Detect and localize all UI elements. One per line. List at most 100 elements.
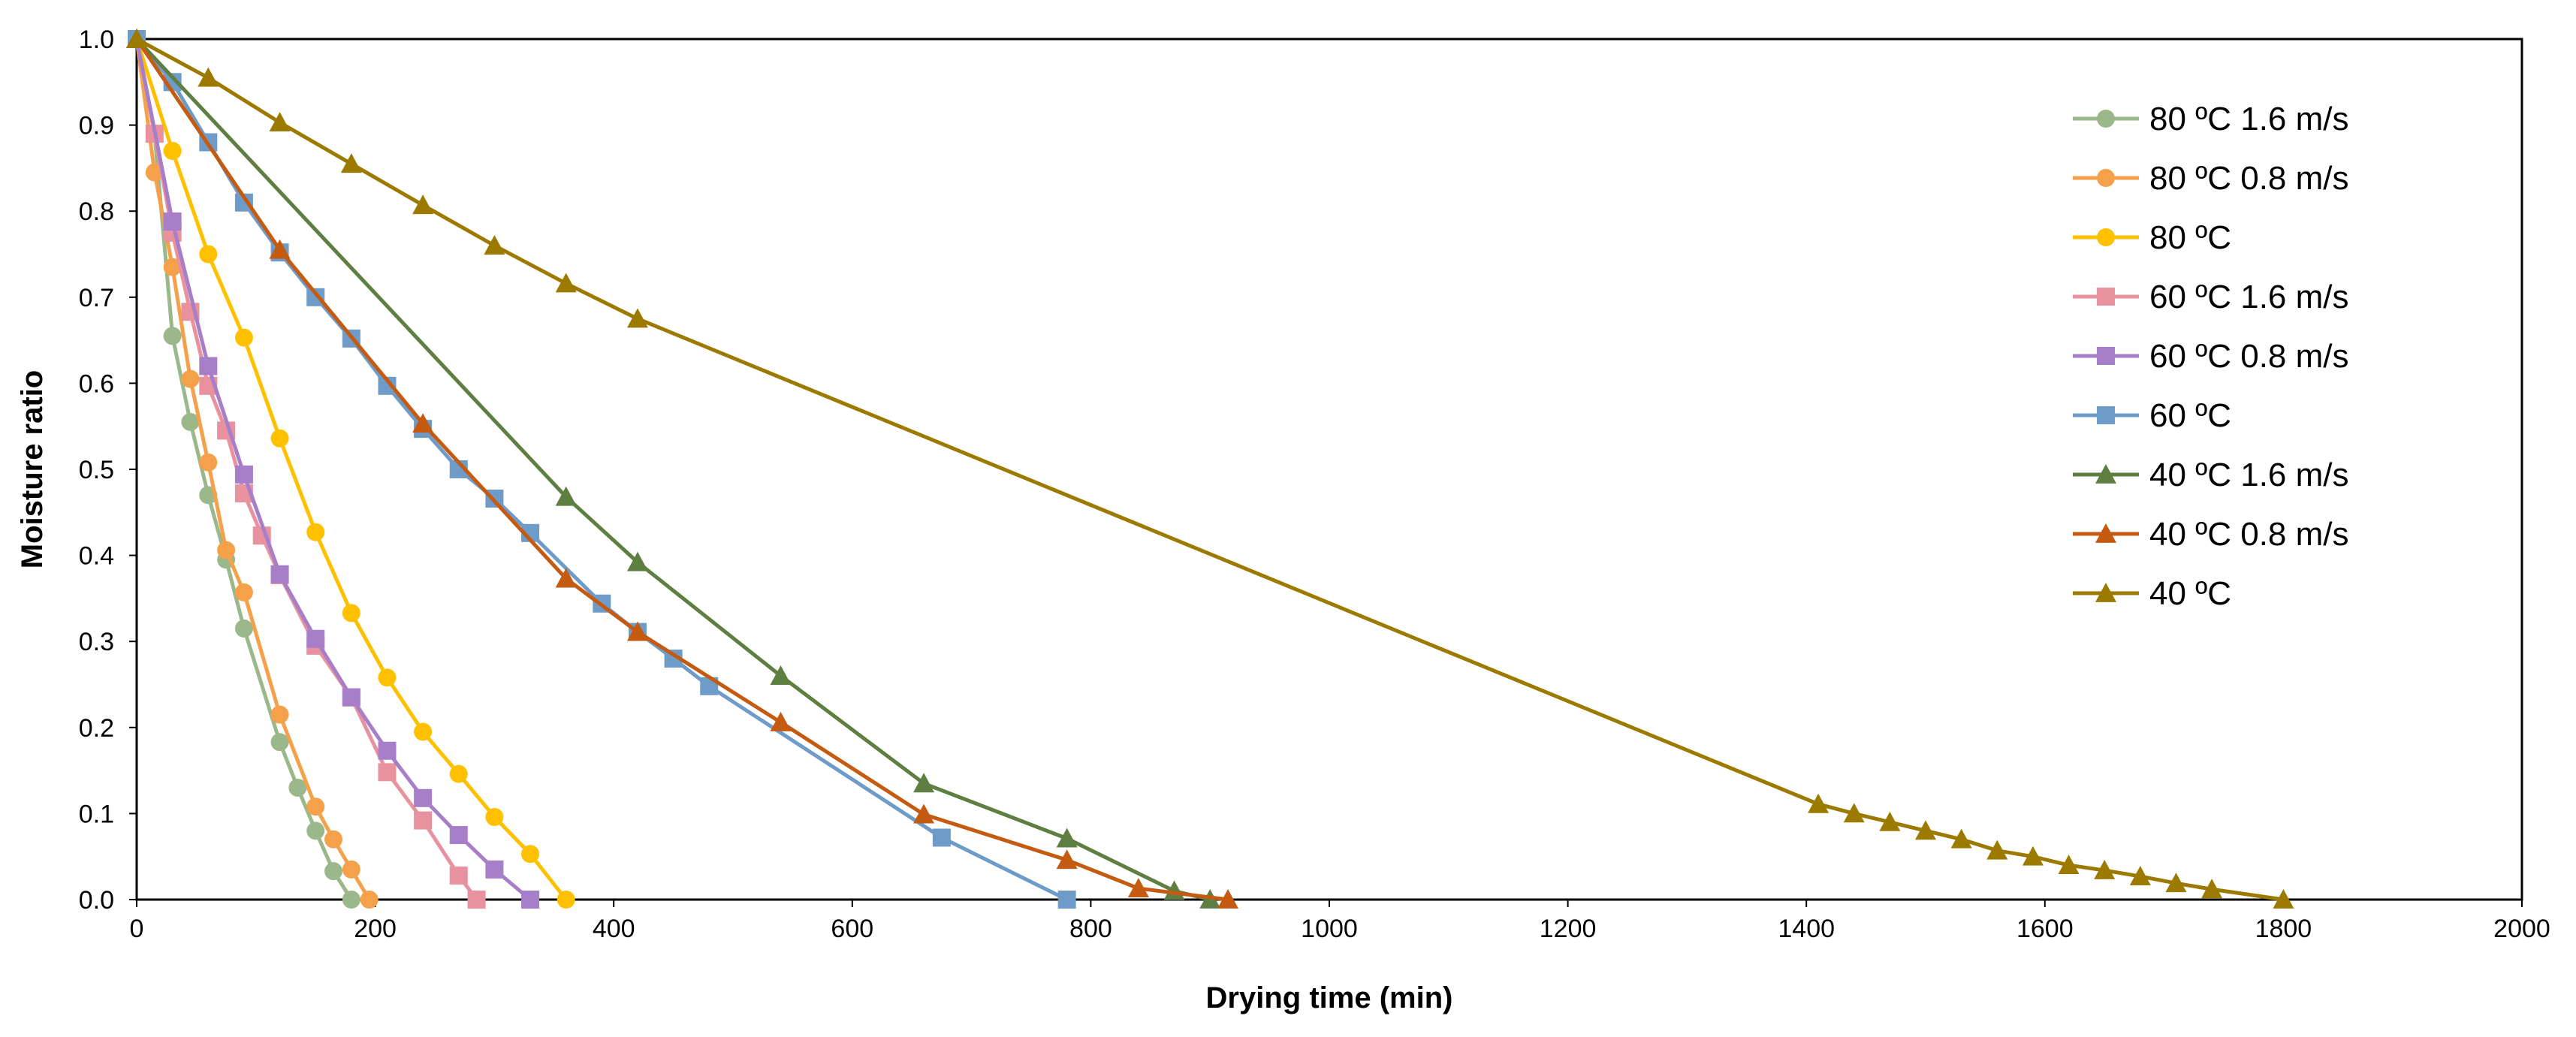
data-point xyxy=(557,891,575,909)
data-point xyxy=(449,826,468,845)
data-point xyxy=(467,891,486,909)
axes: 0 200 400 600 800 1000 1200 1400 1600 1800 2000 0.0… xyxy=(79,26,2550,943)
data-point xyxy=(1808,793,1829,813)
data-point xyxy=(234,328,253,347)
x-tick-label: 1600 xyxy=(2016,915,2074,943)
x-tick-label: 400 xyxy=(593,915,635,943)
data-point xyxy=(217,541,236,559)
legend-label: 80 ºC 0.8 m/s xyxy=(2149,160,2349,197)
data-point xyxy=(270,733,289,752)
series-8 xyxy=(126,29,1239,909)
data-point xyxy=(555,568,577,588)
data-point xyxy=(2201,879,2223,899)
legend-label: 60 ºC 1.6 m/s xyxy=(2149,279,2349,315)
data-point xyxy=(342,604,360,623)
legend-entry: 80 ºC 0.8 m/s xyxy=(2073,160,2349,197)
data-point xyxy=(270,429,289,448)
data-point xyxy=(2022,846,2044,866)
data-point xyxy=(342,688,360,707)
data-point xyxy=(913,773,935,793)
data-point xyxy=(270,705,289,724)
plot-area xyxy=(135,38,2523,901)
data-point xyxy=(521,845,540,864)
legend-label: 40 ºC 1.6 m/s xyxy=(2149,457,2349,493)
y-tick-label: 1.0 xyxy=(79,26,114,54)
y-tick-label: 0.6 xyxy=(79,369,114,398)
legend-entry: 40 ºC xyxy=(2073,575,2231,612)
data-point xyxy=(1950,828,1972,849)
data-point xyxy=(306,629,325,648)
data-point xyxy=(2058,855,2080,875)
y-tick-label: 0.4 xyxy=(79,542,114,571)
data-point xyxy=(270,565,289,583)
data-point xyxy=(555,273,577,293)
data-point xyxy=(1127,878,1149,898)
data-point xyxy=(306,523,325,541)
data-point xyxy=(163,258,182,276)
legend-entry: 40 ºC 0.8 m/s xyxy=(2073,516,2349,553)
legend-label: 60 ºC 0.8 m/s xyxy=(2149,338,2349,375)
x-tick-label: 600 xyxy=(831,915,873,943)
data-point xyxy=(269,112,291,132)
data-point xyxy=(1843,803,1865,823)
data-point xyxy=(342,860,360,879)
y-tick-label: 0.5 xyxy=(79,456,114,484)
legend-marker xyxy=(2095,523,2116,543)
data-point xyxy=(234,583,253,601)
y-tick-label: 0.1 xyxy=(79,800,114,828)
data-point xyxy=(1915,820,1936,840)
data-point xyxy=(306,797,325,816)
legend-marker xyxy=(2097,406,2115,424)
legend-entry: 40 ºC 1.6 m/s xyxy=(2073,457,2349,493)
data-point xyxy=(163,141,182,160)
data-point xyxy=(414,722,433,741)
data-point xyxy=(412,413,434,433)
series-line xyxy=(135,38,1211,902)
data-point xyxy=(198,67,219,87)
x-tick-label: 800 xyxy=(1069,915,1112,943)
data-point xyxy=(126,29,147,48)
legend-label: 40 ºC 0.8 m/s xyxy=(2149,516,2349,553)
data-point xyxy=(913,803,935,824)
data-point xyxy=(306,821,325,840)
series-3 xyxy=(128,30,575,909)
legend-entry: 80 ºC xyxy=(2073,219,2231,256)
x-tick-label: 1800 xyxy=(2255,915,2312,943)
series-layer xyxy=(126,29,2294,909)
data-point xyxy=(484,235,505,255)
data-point xyxy=(2165,873,2187,893)
data-point xyxy=(288,779,307,797)
series-2 xyxy=(128,30,379,909)
data-point xyxy=(485,860,504,879)
data-point xyxy=(1057,891,1076,909)
data-point xyxy=(1879,811,1901,831)
data-point xyxy=(770,711,792,731)
legend-marker xyxy=(2097,347,2115,365)
data-point xyxy=(234,619,253,638)
series-line xyxy=(134,38,1229,902)
data-point xyxy=(2273,889,2294,909)
data-point xyxy=(485,807,504,826)
y-tick-label: 0.3 xyxy=(79,628,114,656)
x-tick-label: 200 xyxy=(354,915,397,943)
x-tick-label: 1000 xyxy=(1301,915,1358,943)
y-tick-label: 0.9 xyxy=(79,112,114,140)
data-point xyxy=(1056,827,1078,848)
legend-label: 60 ºC xyxy=(2149,397,2231,434)
data-point xyxy=(360,891,379,909)
legend-entry: 60 ºC 1.6 m/s xyxy=(2073,279,2349,315)
data-point xyxy=(269,239,291,259)
x-axis-title: Drying time (min) xyxy=(1206,981,1453,1014)
data-point xyxy=(199,453,218,472)
series-9 xyxy=(126,29,2294,909)
data-point xyxy=(412,194,434,215)
y-axis-title: Moisture ratio xyxy=(16,370,49,568)
y-tick-label: 0.0 xyxy=(79,886,114,915)
data-point xyxy=(1056,849,1078,870)
data-point xyxy=(2094,860,2116,879)
data-point xyxy=(378,741,397,760)
y-tick-label: 0.2 xyxy=(79,714,114,743)
legend-entry: 80 ºC 1.6 m/s xyxy=(2073,101,2349,137)
data-point xyxy=(1217,889,1239,909)
